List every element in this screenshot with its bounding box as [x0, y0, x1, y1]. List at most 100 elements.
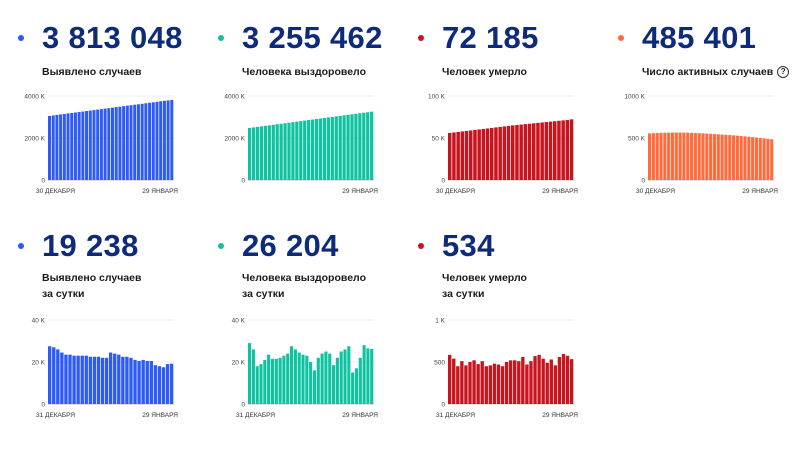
help-icon[interactable]: ? [777, 66, 790, 79]
bar [492, 363, 497, 404]
bar [88, 356, 93, 404]
bar [145, 360, 149, 404]
bar [66, 113, 70, 180]
y-tick-label: 0 [441, 178, 445, 185]
bar [343, 349, 347, 404]
bar [366, 112, 370, 180]
series-dot [18, 243, 24, 249]
y-tick-label: 2000 K [224, 136, 245, 143]
bar [92, 110, 96, 180]
bar [678, 132, 682, 180]
bar [125, 105, 129, 180]
bar [544, 122, 549, 180]
bar [113, 353, 117, 404]
series-dot [218, 35, 224, 41]
bar [318, 118, 323, 180]
bar [448, 354, 452, 404]
bar [100, 357, 105, 404]
bar [332, 365, 336, 404]
bar [73, 112, 77, 180]
bar [670, 132, 675, 180]
bar [452, 132, 456, 180]
bar [346, 114, 350, 180]
bar [469, 130, 473, 180]
bar [537, 354, 541, 404]
daily-cases-sublabel: за сутки [42, 288, 85, 300]
bar [314, 118, 319, 180]
bar [354, 113, 358, 180]
bar [553, 121, 557, 180]
bar [324, 351, 328, 404]
y-tick-label: 20 K [32, 360, 46, 367]
y-tick-label: 50 K [432, 136, 446, 143]
bar [155, 101, 159, 180]
bar [473, 129, 477, 180]
bar [540, 122, 544, 180]
bar [701, 133, 705, 180]
bar [735, 135, 739, 180]
y-tick-label: 40 K [32, 318, 46, 325]
bar [295, 121, 299, 180]
bar [339, 351, 343, 404]
bar [762, 138, 766, 180]
recovered-label: Человека выздоровело [242, 66, 366, 78]
active-label-text: Число активных случаев [642, 66, 774, 78]
bar [62, 113, 66, 180]
bar [72, 355, 76, 404]
bar [565, 355, 570, 404]
bar [667, 132, 671, 180]
bar [484, 366, 488, 404]
stat-card-deaths: 72 185 Человек умерло 0 50 K 100 K 30 ДЕКАБ… [418, 20, 608, 220]
y-tick-label: 4000 K [224, 94, 245, 101]
bar [96, 356, 101, 404]
bar [103, 108, 107, 180]
bar [165, 364, 170, 404]
bar [316, 357, 320, 404]
bar [297, 352, 301, 404]
bar [279, 123, 283, 180]
daily-deaths-chart: 0 500 1 K 31 ДЕКАБРЯ 29 ЯНВАРЯ [434, 318, 578, 420]
bar [111, 107, 115, 180]
bar [267, 125, 271, 180]
x-end-label: 29 ЯНВАРЯ [342, 412, 378, 419]
bar [523, 124, 528, 180]
bar [118, 106, 122, 180]
bar [299, 121, 303, 180]
bar [476, 364, 480, 404]
bar [291, 122, 295, 180]
bar [557, 120, 561, 180]
y-tick-label: 1000 K [624, 94, 645, 101]
bar [515, 124, 519, 180]
bar [498, 126, 502, 180]
bar [739, 135, 743, 180]
x-end-label: 29 ЯНВАРЯ [742, 188, 778, 195]
stat-card-total-cases: 3 813 048 Выявлено случаев 0 2000 K 4000 K… [18, 20, 208, 220]
deaths-label: Человек умерло [442, 66, 527, 78]
x-start-label: 31 ДЕКАБРЯ [236, 412, 275, 419]
bar [527, 123, 532, 180]
bar [275, 124, 279, 180]
x-start-label: 30 ДЕКАБРЯ [436, 188, 475, 195]
bar [338, 115, 342, 180]
total-cases-chart: 0 2000 K 4000 K 30 ДЕКАБРЯ 29 ЯНВАРЯ [24, 94, 178, 196]
bar [68, 354, 72, 404]
bar [682, 132, 686, 180]
daily-deaths-label: Человек умерло [442, 272, 527, 284]
series-dot [218, 243, 224, 249]
bar [362, 112, 366, 180]
x-end-label: 29 ЯНВАРЯ [542, 188, 578, 195]
y-tick-label: 0 [241, 402, 245, 409]
active-value: 485 401 [642, 20, 757, 55]
bar [251, 127, 256, 180]
bar [716, 134, 720, 180]
x-start-label: 30 ДЕКАБРЯ [36, 188, 75, 195]
bar [322, 117, 327, 180]
bar [712, 134, 717, 180]
bar [328, 353, 332, 404]
bar [159, 101, 163, 180]
bar [533, 356, 537, 404]
bar [70, 113, 74, 180]
y-tick-label: 20 K [232, 360, 246, 367]
bar [686, 132, 690, 180]
bar [122, 106, 126, 180]
